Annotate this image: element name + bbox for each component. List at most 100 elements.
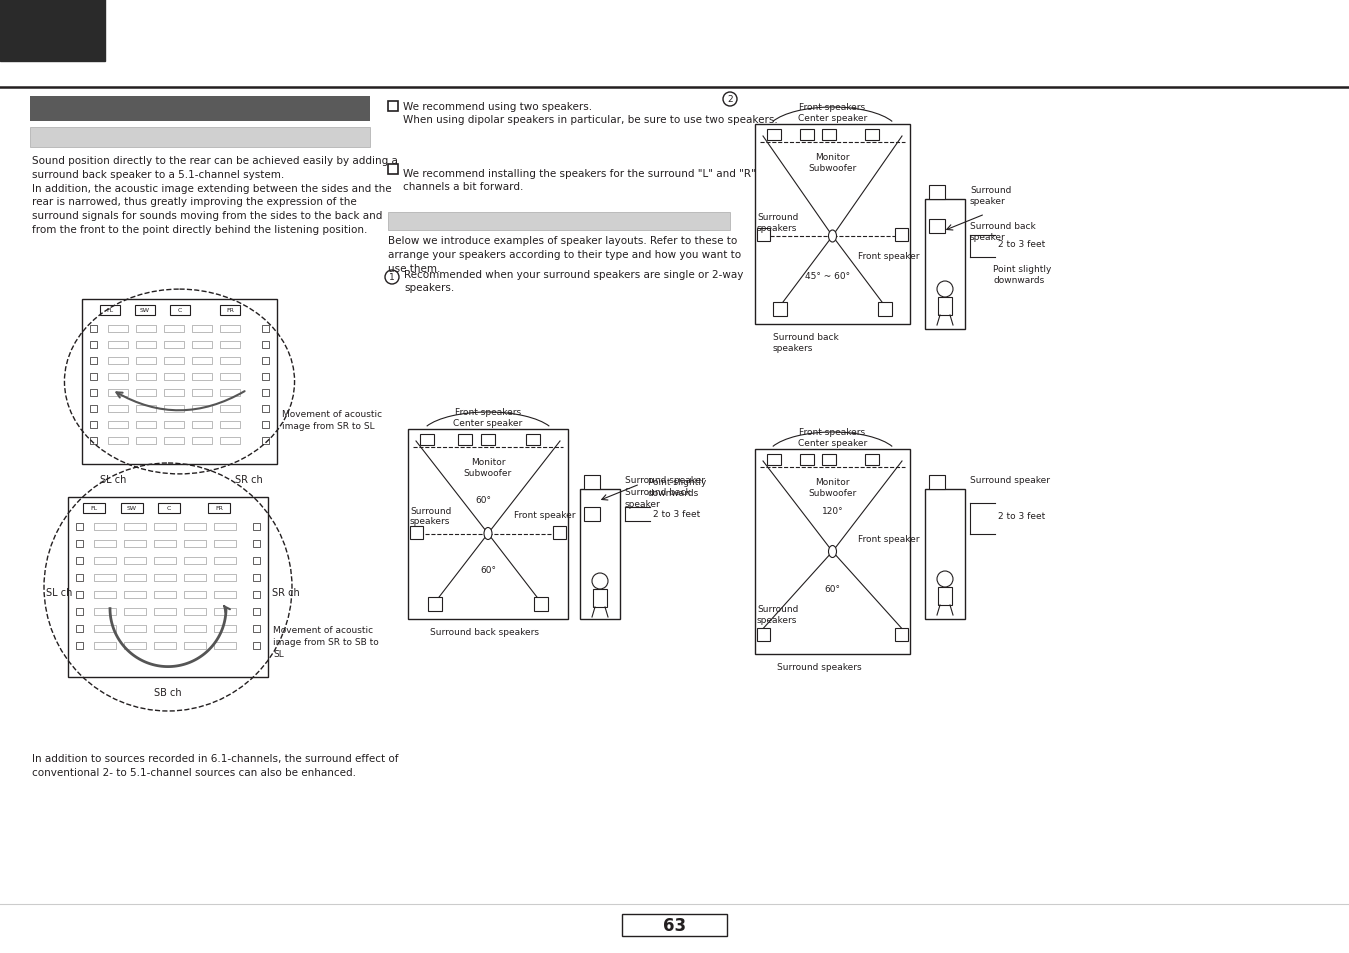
Bar bbox=[82, 299, 277, 464]
Text: Surround back: Surround back bbox=[970, 222, 1036, 231]
Bar bbox=[108, 326, 128, 333]
Text: Recommended when your surround speakers are single or 2-way: Recommended when your surround speakers … bbox=[403, 270, 743, 280]
Bar bbox=[94, 558, 116, 564]
Text: surround signals for sounds moving from the sides to the back and: surround signals for sounds moving from … bbox=[32, 211, 382, 221]
Text: downwards: downwards bbox=[648, 489, 699, 497]
Text: 2 to 3 feet: 2 to 3 feet bbox=[998, 512, 1045, 520]
Bar bbox=[220, 406, 240, 413]
Bar bbox=[183, 642, 206, 649]
Bar bbox=[768, 455, 781, 465]
Bar bbox=[534, 598, 548, 612]
Bar bbox=[94, 642, 116, 649]
Text: Surround back speakers: Surround back speakers bbox=[430, 627, 540, 637]
Bar bbox=[170, 306, 190, 315]
Bar bbox=[94, 608, 116, 616]
Bar bbox=[220, 437, 240, 444]
Text: SW: SW bbox=[127, 506, 138, 511]
Bar bbox=[108, 357, 128, 365]
Bar bbox=[183, 625, 206, 633]
Text: SR ch: SR ch bbox=[272, 587, 299, 598]
Bar bbox=[389, 213, 730, 231]
Bar bbox=[929, 220, 946, 233]
Bar bbox=[165, 374, 183, 380]
Text: 120°: 120° bbox=[822, 507, 843, 516]
Bar bbox=[262, 421, 268, 429]
Bar bbox=[67, 497, 268, 678]
Text: Movement of acoustic: Movement of acoustic bbox=[272, 625, 374, 635]
Ellipse shape bbox=[484, 528, 492, 540]
Bar bbox=[94, 540, 116, 547]
Text: Subwoofer: Subwoofer bbox=[808, 489, 857, 497]
Bar bbox=[878, 303, 892, 316]
Bar bbox=[154, 625, 175, 633]
Bar bbox=[192, 437, 212, 444]
Text: Surround: Surround bbox=[757, 213, 799, 222]
Bar bbox=[214, 625, 236, 633]
Text: FL: FL bbox=[107, 308, 113, 314]
Bar bbox=[925, 490, 965, 619]
Bar bbox=[214, 608, 236, 616]
Bar bbox=[580, 490, 621, 619]
Bar bbox=[165, 326, 183, 333]
Text: SL ch: SL ch bbox=[46, 587, 73, 598]
Bar bbox=[938, 297, 952, 315]
Text: C: C bbox=[167, 506, 171, 511]
Text: In addition, the acoustic image extending between the sides and the: In addition, the acoustic image extendin… bbox=[32, 183, 391, 193]
Bar bbox=[389, 165, 398, 174]
Bar bbox=[124, 625, 146, 633]
Bar bbox=[262, 341, 268, 349]
Bar bbox=[90, 390, 97, 396]
Text: SL ch: SL ch bbox=[100, 475, 127, 484]
Bar bbox=[389, 102, 398, 112]
Bar bbox=[254, 523, 260, 531]
Text: Subwoofer: Subwoofer bbox=[464, 469, 513, 477]
Circle shape bbox=[723, 92, 737, 107]
Bar bbox=[594, 589, 607, 607]
Bar bbox=[262, 390, 268, 396]
Text: speaker: speaker bbox=[970, 233, 1006, 242]
Circle shape bbox=[592, 574, 608, 589]
Text: Surround: Surround bbox=[970, 186, 1012, 194]
Bar bbox=[214, 540, 236, 547]
Bar bbox=[76, 592, 84, 598]
Bar bbox=[214, 523, 236, 531]
Bar bbox=[262, 374, 268, 380]
Text: FR: FR bbox=[214, 506, 223, 511]
Circle shape bbox=[938, 282, 952, 297]
Bar bbox=[459, 435, 472, 446]
Bar bbox=[165, 390, 183, 396]
Bar bbox=[183, 592, 206, 598]
Bar bbox=[124, 608, 146, 616]
Bar bbox=[773, 303, 786, 316]
Bar bbox=[254, 575, 260, 581]
Bar bbox=[124, 558, 146, 564]
Bar bbox=[584, 507, 600, 521]
Bar bbox=[90, 341, 97, 349]
Text: image from SR to SL: image from SR to SL bbox=[282, 421, 375, 431]
Bar bbox=[428, 598, 442, 612]
Text: Front speaker: Front speaker bbox=[858, 252, 920, 261]
Text: Monitor: Monitor bbox=[815, 477, 850, 486]
Bar bbox=[254, 625, 260, 633]
Text: Point slightly: Point slightly bbox=[648, 477, 707, 486]
Bar bbox=[183, 608, 206, 616]
Bar bbox=[214, 575, 236, 581]
Text: In addition to sources recorded in 6.1-channels, the surround effect of: In addition to sources recorded in 6.1-c… bbox=[32, 753, 398, 763]
Text: 2 to 3 feet: 2 to 3 feet bbox=[653, 510, 700, 518]
Bar bbox=[220, 341, 240, 349]
Text: We recommend installing the speakers for the surround "L" and "R": We recommend installing the speakers for… bbox=[403, 169, 755, 179]
Bar bbox=[30, 97, 370, 122]
Text: FR: FR bbox=[227, 308, 233, 314]
Bar bbox=[0, 0, 105, 62]
Text: Subwoofer: Subwoofer bbox=[808, 164, 857, 172]
Bar bbox=[192, 421, 212, 429]
Bar bbox=[154, 523, 175, 531]
Bar bbox=[410, 526, 424, 539]
Bar bbox=[76, 575, 84, 581]
Text: 2: 2 bbox=[727, 95, 733, 105]
Text: 63: 63 bbox=[662, 916, 687, 934]
Text: 2 to 3 feet: 2 to 3 feet bbox=[998, 240, 1045, 249]
Bar bbox=[254, 592, 260, 598]
Text: Front speakers: Front speakers bbox=[800, 103, 866, 112]
Bar bbox=[94, 523, 116, 531]
